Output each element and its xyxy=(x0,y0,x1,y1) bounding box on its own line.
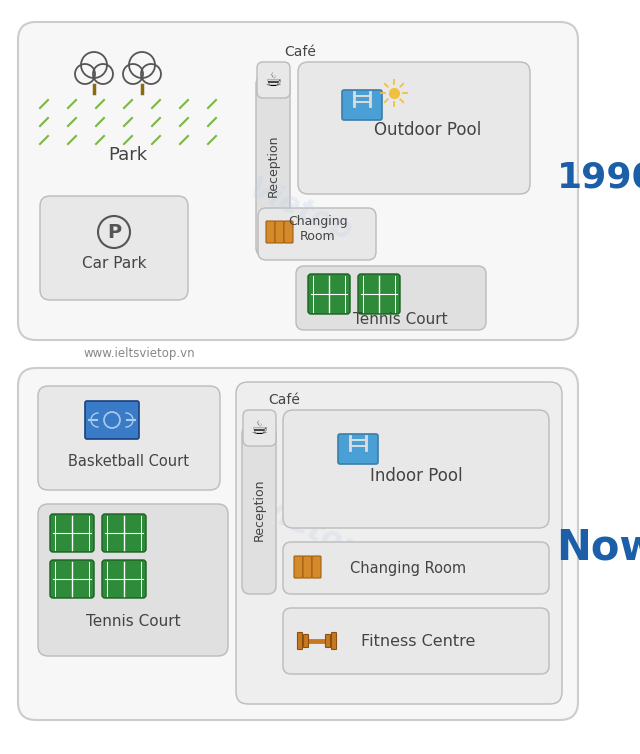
Text: Vietop: Vietop xyxy=(253,493,367,567)
Text: 1990: 1990 xyxy=(557,161,640,195)
Text: Park: Park xyxy=(108,146,148,164)
FancyBboxPatch shape xyxy=(303,635,308,648)
FancyBboxPatch shape xyxy=(342,90,382,120)
FancyBboxPatch shape xyxy=(275,221,284,243)
Text: Changing: Changing xyxy=(288,216,348,228)
FancyBboxPatch shape xyxy=(257,62,290,98)
FancyBboxPatch shape xyxy=(294,556,303,578)
Text: Changing Room: Changing Room xyxy=(350,560,466,575)
FancyBboxPatch shape xyxy=(283,608,549,674)
FancyBboxPatch shape xyxy=(303,556,312,578)
Text: www.ieltsvietop.vn: www.ieltsvietop.vn xyxy=(84,348,196,360)
FancyBboxPatch shape xyxy=(50,514,94,552)
Text: Now: Now xyxy=(556,527,640,569)
FancyBboxPatch shape xyxy=(50,560,94,598)
Text: Indoor Pool: Indoor Pool xyxy=(370,467,462,485)
FancyBboxPatch shape xyxy=(338,434,378,464)
Text: Tennis Court: Tennis Court xyxy=(86,615,180,630)
Text: Tennis Court: Tennis Court xyxy=(353,312,447,327)
FancyBboxPatch shape xyxy=(38,386,220,490)
FancyBboxPatch shape xyxy=(296,266,486,330)
Text: Café: Café xyxy=(268,393,300,407)
Text: Outdoor Pool: Outdoor Pool xyxy=(374,121,482,139)
FancyBboxPatch shape xyxy=(38,504,228,656)
Text: P: P xyxy=(107,222,121,241)
FancyBboxPatch shape xyxy=(308,274,350,314)
FancyBboxPatch shape xyxy=(298,62,530,194)
Text: Café: Café xyxy=(284,45,316,59)
FancyBboxPatch shape xyxy=(284,221,293,243)
FancyBboxPatch shape xyxy=(40,196,188,300)
FancyBboxPatch shape xyxy=(358,274,400,314)
FancyBboxPatch shape xyxy=(266,221,275,243)
Text: Car Park: Car Park xyxy=(82,256,147,271)
Text: Vietop: Vietop xyxy=(243,173,356,247)
FancyBboxPatch shape xyxy=(242,426,276,594)
FancyBboxPatch shape xyxy=(258,208,376,260)
FancyBboxPatch shape xyxy=(332,633,337,649)
Text: ☕: ☕ xyxy=(264,71,282,90)
Text: Room: Room xyxy=(300,229,336,243)
FancyBboxPatch shape xyxy=(298,633,303,649)
FancyBboxPatch shape xyxy=(283,542,549,594)
FancyBboxPatch shape xyxy=(243,410,276,446)
Text: Reception: Reception xyxy=(266,135,280,198)
Text: Reception: Reception xyxy=(253,479,266,541)
FancyBboxPatch shape xyxy=(18,368,578,720)
FancyBboxPatch shape xyxy=(102,514,146,552)
FancyBboxPatch shape xyxy=(312,556,321,578)
FancyBboxPatch shape xyxy=(236,382,562,704)
FancyBboxPatch shape xyxy=(102,560,146,598)
FancyBboxPatch shape xyxy=(283,410,549,528)
FancyBboxPatch shape xyxy=(85,401,139,439)
Text: Fitness Centre: Fitness Centre xyxy=(361,633,475,648)
Text: Basketball Court: Basketball Court xyxy=(68,455,189,470)
FancyBboxPatch shape xyxy=(18,22,578,340)
FancyBboxPatch shape xyxy=(256,76,290,256)
FancyBboxPatch shape xyxy=(326,635,330,648)
Text: ☕: ☕ xyxy=(250,418,268,437)
